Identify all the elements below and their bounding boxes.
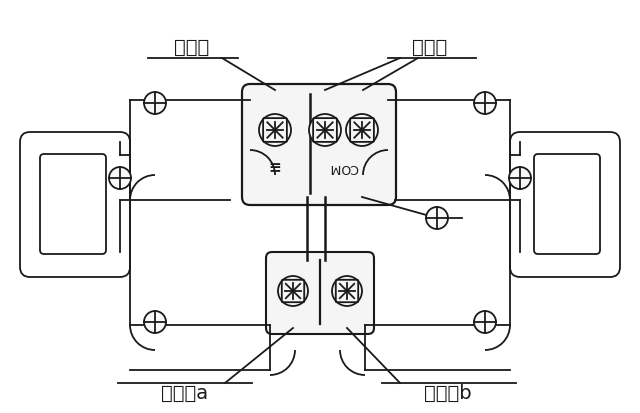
Circle shape — [259, 114, 291, 146]
Circle shape — [309, 114, 341, 146]
Circle shape — [278, 276, 308, 306]
Circle shape — [144, 92, 166, 114]
Circle shape — [346, 114, 378, 146]
FancyBboxPatch shape — [266, 252, 374, 334]
FancyBboxPatch shape — [242, 84, 396, 205]
Circle shape — [332, 276, 362, 306]
Text: 電磁鐵a: 電磁鐵a — [161, 384, 209, 403]
Circle shape — [474, 92, 496, 114]
Circle shape — [509, 167, 531, 189]
Text: 電磁鐵b: 電磁鐵b — [424, 384, 472, 403]
Circle shape — [109, 167, 131, 189]
Text: ≡: ≡ — [269, 161, 282, 176]
Circle shape — [426, 207, 448, 229]
Circle shape — [474, 311, 496, 333]
Circle shape — [144, 311, 166, 333]
Text: COM: COM — [330, 161, 358, 175]
Text: 接地端: 接地端 — [174, 38, 210, 57]
Text: 公共端: 公共端 — [412, 38, 447, 57]
